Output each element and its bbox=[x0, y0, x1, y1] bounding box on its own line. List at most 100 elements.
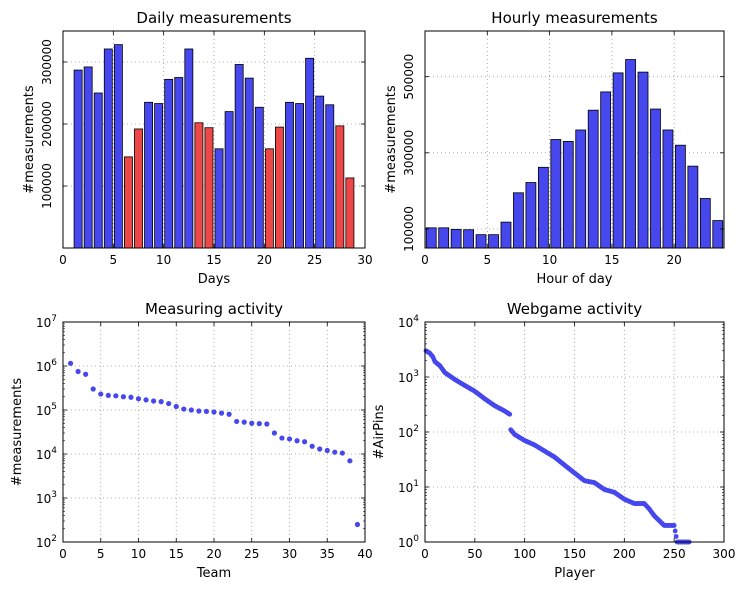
x-axis-label-measuring: Team bbox=[196, 566, 231, 581]
x-axis-label-webgame: Player bbox=[554, 566, 595, 581]
bar-hourly-2 bbox=[450, 228, 462, 249]
chart-title-webgame: Webgame activity bbox=[507, 300, 642, 318]
point-measuring-9 bbox=[128, 394, 134, 400]
bar-daily-11 bbox=[174, 77, 184, 249]
x-tick-label: 150 bbox=[563, 547, 586, 561]
bar-hourly-15 bbox=[612, 72, 624, 249]
point-webgame-250 bbox=[671, 523, 677, 528]
x-tick-label: 40 bbox=[357, 547, 372, 561]
y-tick-label: 104 bbox=[398, 314, 419, 330]
point-measuring-16 bbox=[181, 406, 187, 412]
point-measuring-27 bbox=[264, 421, 270, 427]
bar-daily-16 bbox=[224, 111, 234, 249]
point-measuring-32 bbox=[302, 439, 308, 445]
bar-hourly-10 bbox=[550, 139, 562, 249]
x-tick-label: 5 bbox=[97, 547, 105, 561]
bar-hourly-12 bbox=[575, 129, 587, 249]
axes-frame-hourly bbox=[424, 30, 725, 249]
bar-daily-26 bbox=[325, 104, 335, 249]
y-tick-label: 104 bbox=[36, 446, 57, 462]
y-tick-label: 103 bbox=[398, 369, 419, 385]
x-tick-label: 0 bbox=[59, 253, 67, 267]
point-measuring-19 bbox=[203, 408, 210, 414]
point-measuring-30 bbox=[286, 436, 293, 442]
y-tick-label: 300000 bbox=[40, 39, 54, 85]
y-tick-label: 106 bbox=[36, 358, 57, 374]
x-tick-label: 25 bbox=[244, 547, 259, 561]
bar-hourly-9 bbox=[537, 166, 549, 249]
point-measuring-22 bbox=[226, 411, 232, 417]
y-tick-label: 100000 bbox=[402, 206, 416, 252]
y-tick-label: 100000 bbox=[40, 163, 54, 209]
y-axis-label-hourly: #measurements bbox=[384, 85, 399, 194]
point-webgame-252 bbox=[673, 534, 679, 539]
x-tick-label: 20 bbox=[206, 547, 221, 561]
point-measuring-34 bbox=[317, 446, 323, 452]
chart-title-measuring: Measuring activity bbox=[145, 300, 283, 318]
grid-measuring bbox=[63, 322, 365, 542]
bar-hourly-0 bbox=[425, 227, 437, 249]
y-axis-label-webgame: #AirPins bbox=[372, 404, 387, 459]
bar-hourly-14 bbox=[600, 91, 612, 249]
y-tick-label: 102 bbox=[36, 534, 57, 550]
point-measuring-1 bbox=[67, 360, 74, 366]
chart-measuring: 0 5 10 15 20 25 30 35 40 102 103 104 105 106 107 Measur… bbox=[10, 300, 373, 581]
y-axis-label-daily: #measurements bbox=[22, 85, 37, 194]
bar-hourly-3 bbox=[463, 229, 474, 249]
x-axis-label-daily: Days bbox=[198, 272, 231, 287]
point-measuring-4 bbox=[90, 386, 96, 392]
point-measuring-28 bbox=[271, 430, 277, 436]
bar-daily-3 bbox=[93, 92, 103, 249]
point-measuring-12 bbox=[151, 398, 157, 404]
grid-webgame bbox=[425, 322, 724, 542]
point-measuring-20 bbox=[211, 409, 217, 415]
bar-daily-1 bbox=[73, 69, 83, 249]
bar-daily-23 bbox=[295, 103, 304, 249]
bar-daily-24 bbox=[305, 57, 315, 249]
y-tick-label: 200000 bbox=[40, 101, 54, 147]
x-tick-label: 10 bbox=[156, 253, 171, 267]
bar-daily-28 bbox=[345, 177, 355, 249]
point-measuring-33 bbox=[309, 443, 315, 449]
bar-hourly-8 bbox=[525, 182, 537, 249]
point-measuring-35 bbox=[324, 447, 330, 454]
bar-hourly-1 bbox=[438, 227, 450, 249]
bar-hourly-22 bbox=[699, 198, 711, 249]
point-measuring-23 bbox=[234, 418, 240, 425]
point-measuring-38 bbox=[347, 458, 353, 464]
bar-daily-4 bbox=[103, 48, 113, 249]
point-measuring-8 bbox=[120, 394, 126, 400]
y-tick-label: 103 bbox=[36, 490, 57, 506]
bar-hourly-5 bbox=[488, 234, 499, 249]
bar-daily-6 bbox=[124, 156, 133, 249]
bar-daily-15 bbox=[214, 148, 224, 249]
point-webgame-251 bbox=[672, 528, 678, 534]
point-measuring-36 bbox=[332, 449, 338, 455]
x-tick-label: 20 bbox=[257, 253, 272, 267]
chart-daily: 0 5 10 15 20 25 30 100000 200000 300000 Daily meas… bbox=[22, 9, 373, 287]
grid-daily bbox=[63, 31, 365, 248]
x-tick-label: 15 bbox=[604, 253, 619, 267]
bar-daily-19 bbox=[254, 106, 264, 249]
x-tick-label: 25 bbox=[307, 253, 322, 267]
x-tick-label: 5 bbox=[483, 253, 491, 267]
x-tick-label: 15 bbox=[206, 253, 221, 267]
x-tick-label: 35 bbox=[320, 547, 335, 561]
bar-hourly-4 bbox=[475, 234, 487, 249]
x-tick-label: 50 bbox=[467, 547, 482, 561]
y-tick-label: 101 bbox=[398, 479, 419, 495]
point-webgame-85 bbox=[507, 411, 513, 417]
bar-hourly-13 bbox=[587, 109, 599, 249]
bar-daily-21 bbox=[275, 126, 284, 249]
bar-daily-25 bbox=[315, 95, 325, 249]
point-measuring-29 bbox=[279, 435, 285, 441]
point-measuring-37 bbox=[339, 450, 345, 456]
chart-hourly: 0 5 10 15 20 100000 300000 500000 Hourly measure… bbox=[384, 9, 725, 287]
x-tick-label: 0 bbox=[421, 253, 429, 267]
bar-daily-8 bbox=[144, 101, 153, 249]
x-tick-label: 200 bbox=[613, 547, 636, 561]
point-measuring-31 bbox=[294, 438, 300, 444]
y-tick-label: 105 bbox=[36, 402, 57, 418]
bar-daily-13 bbox=[194, 122, 204, 249]
